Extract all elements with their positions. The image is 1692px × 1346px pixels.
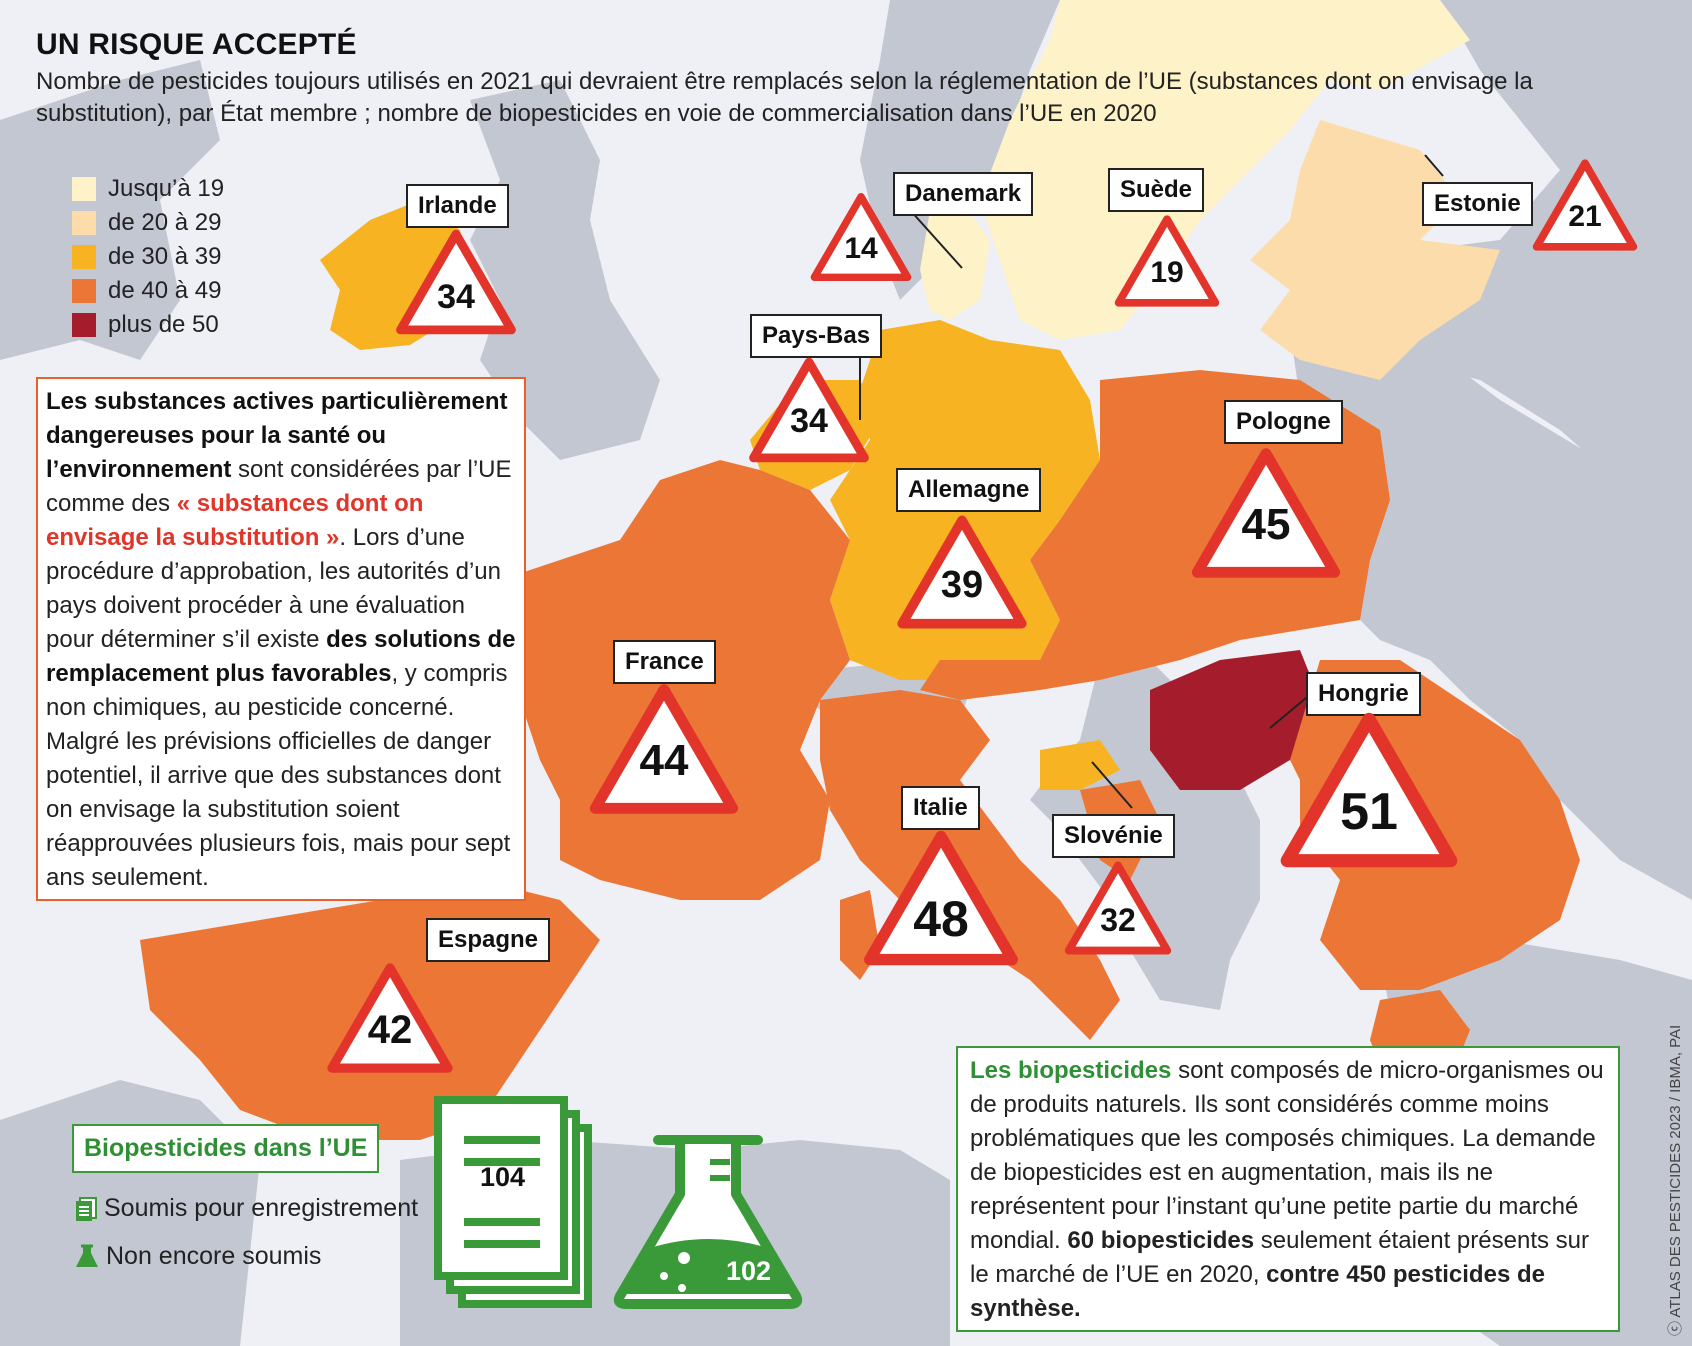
- warning-triangle-icon: 42: [324, 960, 456, 1076]
- value-hongrie: 51: [1340, 783, 1398, 841]
- legend-submitted: Soumis pour enregistrement: [74, 1194, 418, 1223]
- biopesticides-heading: Biopesticides dans l’UE: [72, 1124, 380, 1173]
- label-espagne: Espagne: [426, 918, 551, 962]
- flask-icon: [76, 1244, 98, 1267]
- legend-not-submitted: Non encore soumis: [74, 1242, 321, 1271]
- value-espagne: 42: [367, 1008, 413, 1052]
- label-allemagne: Allemagne: [896, 468, 1042, 512]
- warning-triangle-icon: 39: [894, 512, 1030, 632]
- legend-item: de 40 à 49: [72, 274, 224, 308]
- label-irlande: Irlande: [406, 184, 509, 228]
- label-france: France: [613, 640, 716, 684]
- legend-label: plus de 50: [108, 311, 219, 338]
- info-text-3: , y compris non chimiques, au pesticide …: [46, 660, 511, 891]
- triangle-shape: [1064, 861, 1172, 955]
- info-bold-2: des solutions de remplacement plus favor…: [46, 626, 516, 687]
- triangle-shape: [1114, 215, 1220, 307]
- triangle-shape: [1280, 712, 1458, 868]
- triangle-shape: [396, 229, 516, 335]
- value-irlande: 34: [437, 278, 475, 316]
- triangle-shape: [749, 357, 869, 463]
- legend-swatch: [72, 177, 96, 201]
- label-danemark: Danemark: [893, 172, 1034, 216]
- label-pays-bas: Pays-Bas: [750, 314, 883, 358]
- value-france: 44: [639, 736, 689, 785]
- biopesticides-info-box: Les biopesticides sont composés de micro…: [956, 1046, 1620, 1332]
- bio-text-2: seulement étaient présents sur le marché…: [970, 1227, 1589, 1288]
- document-stack-icon: [434, 1096, 592, 1308]
- value-pologne: 45: [1241, 500, 1291, 549]
- legend-item: de 30 à 39: [72, 240, 224, 274]
- triangle-shape: [1532, 159, 1638, 251]
- submitted-value: 104: [480, 1162, 526, 1192]
- value-allemagne: 39: [940, 564, 984, 606]
- legend-swatch: [72, 313, 96, 337]
- value-danemark: 14: [844, 232, 878, 265]
- central-europe-shape: [920, 370, 1390, 700]
- warning-triangle-icon: 48: [860, 826, 1022, 970]
- legend-label: de 30 à 39: [108, 243, 222, 270]
- triangle-shape: [1191, 448, 1341, 578]
- info-text-1: sont considérées par l’UE comme des: [46, 456, 512, 517]
- legend-swatch: [72, 279, 96, 303]
- triangle-shape: [327, 963, 453, 1073]
- value-suede: 19: [1150, 256, 1184, 289]
- legend-submitted-label: Soumis pour enregistrement: [104, 1194, 419, 1222]
- legend-item: Jusqu’à 19: [72, 172, 224, 206]
- warning-triangle-icon: 32: [1062, 858, 1174, 958]
- source-credit-text: ATLAS DES PESTICIDES 2023 / IBMA, PAI: [1667, 1024, 1684, 1318]
- info-bold-1: Les substances actives particulièrement …: [46, 388, 508, 483]
- legend-not-submitted-label: Non encore soumis: [106, 1242, 322, 1270]
- value-pays-bas: 34: [790, 402, 828, 440]
- warning-triangle-icon: 34: [393, 226, 519, 338]
- label-suede: Suède: [1108, 168, 1205, 212]
- flask-large-icon: [613, 1135, 803, 1309]
- legend-item: plus de 50: [72, 308, 224, 342]
- warning-triangle-icon: 19: [1112, 212, 1222, 310]
- label-estonie: Estonie: [1422, 182, 1533, 226]
- triangle-shape: [897, 515, 1027, 629]
- triangle-shape: [589, 684, 739, 814]
- value-italie: 48: [913, 891, 969, 947]
- label-slovenie: Slovénie: [1052, 814, 1175, 858]
- warning-triangle-icon: 45: [1188, 444, 1344, 582]
- substitution-info-box: Les substances actives particulièrement …: [36, 377, 526, 901]
- bio-bold-1: 60 biopesticides: [1067, 1227, 1255, 1254]
- document-icon: [76, 1196, 97, 1221]
- sweden-finland: [980, 0, 1470, 340]
- bio-text-1: sont composés de micro-organismes ou de …: [970, 1057, 1604, 1254]
- legend-item: de 20 à 29: [72, 206, 224, 240]
- triangle-shape: [864, 830, 1018, 966]
- warning-triangle-icon: 44: [586, 680, 742, 818]
- warning-triangle-icon: 21: [1530, 156, 1640, 254]
- warning-triangle-icon: 34: [746, 354, 872, 466]
- info-red-1: « substances dont on envisage la substit…: [46, 490, 424, 551]
- legend-label: de 40 à 49: [108, 277, 222, 304]
- value-slovenie: 32: [1100, 902, 1136, 938]
- label-pologne: Pologne: [1224, 400, 1343, 444]
- bio-bold-2: contre 450 pesticides de synthèse.: [970, 1261, 1545, 1322]
- hungary-shape: [1150, 650, 1320, 790]
- warning-triangle-icon: 51: [1276, 708, 1462, 872]
- triangle-shape: [810, 193, 912, 281]
- legend-label: de 20 à 29: [108, 209, 222, 236]
- label-italie: Italie: [901, 786, 980, 830]
- legend: Jusqu’à 19 de 20 à 29 de 30 à 39 de 40 à…: [72, 172, 224, 342]
- label-hongrie: Hongrie: [1306, 672, 1421, 716]
- italy-shape: [820, 690, 1120, 1040]
- slovenia-shape: [1040, 740, 1120, 790]
- bio-green-1: Les biopesticides: [970, 1057, 1172, 1084]
- chart-title: UN RISQUE ACCEPTÉ: [36, 28, 357, 61]
- source-credit: ⓒ ATLAS DES PESTICIDES 2023 / IBMA, PAI: [1667, 1024, 1684, 1336]
- value-estonie: 21: [1568, 200, 1602, 233]
- chart-subtitle: Nombre de pesticides toujours utilisés e…: [36, 68, 1533, 127]
- info-text-2: . Lors d’une procédure d’approbation, le…: [46, 524, 501, 653]
- warning-triangle-icon: 14: [808, 190, 914, 284]
- legend-swatch: [72, 211, 96, 235]
- legend-swatch: [72, 245, 96, 269]
- not-submitted-value: 102: [726, 1256, 772, 1286]
- legend-label: Jusqu’à 19: [108, 175, 225, 202]
